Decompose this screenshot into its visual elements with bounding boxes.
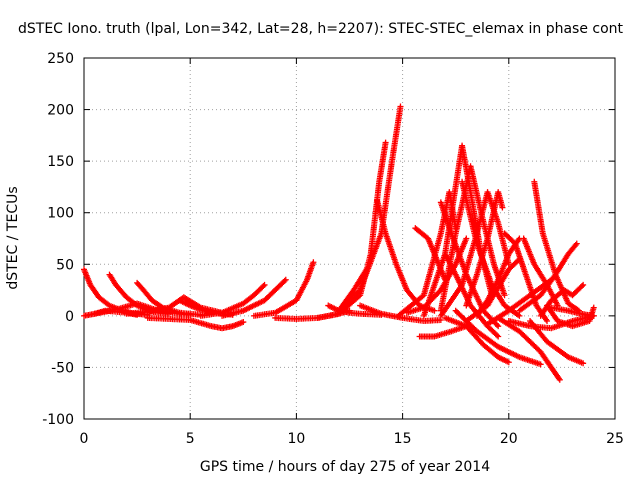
chart-title: dSTEC Iono. truth (lpal, Lon=342, Lat=28… — [18, 21, 624, 37]
data-point — [580, 360, 587, 367]
data-point — [382, 139, 389, 146]
data-point — [495, 333, 502, 340]
data-point — [282, 276, 289, 283]
data-series — [505, 312, 597, 332]
y-tick-label: 0 — [65, 309, 74, 325]
plot-frame — [83, 57, 616, 420]
x-tick-label: 20 — [500, 431, 518, 447]
data-point — [310, 259, 317, 266]
data-point — [516, 312, 523, 319]
data-point — [494, 332, 500, 339]
y-tick-label: 100 — [47, 206, 74, 222]
data-point — [590, 304, 597, 311]
data-point — [431, 307, 438, 314]
y-tick-label: 200 — [47, 103, 74, 119]
data-series — [144, 314, 247, 332]
x-axis-label: GPS time / hours of day 275 of year 2014 — [200, 459, 490, 475]
y-axis-label: dSTEC / TECUs — [5, 186, 21, 289]
data-series — [250, 259, 317, 319]
data-point — [281, 277, 288, 284]
y-tick-label: 150 — [47, 154, 74, 170]
x-tick-label: 15 — [394, 431, 412, 447]
x-tick-label: 25 — [606, 431, 624, 447]
data-point — [240, 319, 247, 326]
data-point — [463, 235, 470, 242]
y-tick-label: -50 — [51, 360, 74, 376]
data-point — [397, 103, 404, 110]
data-series — [537, 281, 587, 319]
data-point — [499, 204, 506, 211]
x-tick-label: 0 — [80, 431, 89, 447]
data-point — [573, 240, 580, 247]
y-tick-label: -100 — [42, 412, 74, 428]
data-series — [527, 318, 587, 367]
y-tick-label: 50 — [56, 257, 74, 273]
data-point — [578, 283, 585, 290]
data-point — [590, 312, 597, 319]
data-point — [544, 318, 551, 325]
data-point — [556, 376, 563, 383]
axis-ticks: 0 5 10 15 20 25 250 200 150 100 50 0 -50 -100 — [42, 51, 624, 447]
data-series — [452, 307, 544, 368]
data-series — [442, 314, 512, 366]
data-series — [516, 240, 580, 314]
x-tick-label: 5 — [186, 431, 195, 447]
data-point — [580, 281, 587, 288]
data-point — [493, 321, 500, 328]
data-point — [572, 241, 579, 248]
data-series — [463, 189, 506, 309]
data-series — [531, 178, 582, 314]
data-series — [495, 314, 563, 383]
data-series — [197, 281, 268, 319]
data-series — [219, 276, 289, 319]
grid — [84, 58, 615, 419]
y-tick-label: 250 — [47, 51, 74, 67]
data-point — [261, 281, 268, 288]
data-series — [501, 230, 551, 325]
x-tick-label: 10 — [287, 431, 305, 447]
data-series — [416, 323, 470, 340]
data-series — [335, 103, 404, 314]
data-point — [501, 292, 508, 299]
data-point — [260, 283, 267, 290]
data-marks — [81, 103, 597, 383]
data-point — [537, 361, 544, 368]
data-point — [495, 323, 502, 330]
data-point — [505, 359, 512, 366]
